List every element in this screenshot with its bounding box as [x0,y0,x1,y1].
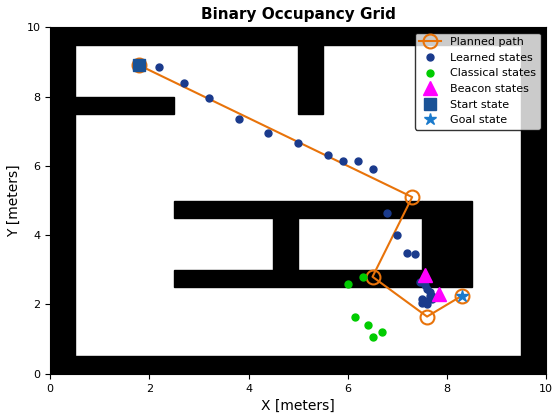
Bar [75,45,298,114]
Learned states [416,279,423,284]
Learned states [156,65,162,70]
Classical states [352,314,358,319]
Legend: Planned path, Learned states, Classical states, Beacon states, Start state, Goal: Planned path, Learned states, Classical … [414,33,540,129]
Learned states [424,286,431,291]
Bar [273,218,298,270]
Learned states [235,117,242,122]
Bar [323,45,521,114]
Line: Classical states: Classical states [344,273,386,341]
Bar [521,27,546,374]
Bar [298,45,323,114]
Bar [174,270,422,287]
Learned states [295,141,301,146]
Classical states [379,330,386,335]
Learned states [419,297,426,302]
Learned states [354,158,361,163]
Bar [50,27,75,374]
Learned states [419,300,426,305]
Learned states [426,290,433,295]
Learned states [206,96,212,101]
Learned states [325,153,332,158]
Line: Planned path: Planned path [133,58,469,323]
Learned states [428,293,435,298]
Planned path [409,194,416,200]
Line: Learned states: Learned states [156,64,436,308]
Y-axis label: Y [meters]: Y [meters] [7,164,21,237]
Learned states [411,252,418,257]
Classical states [364,323,371,328]
Learned states [428,297,435,302]
Planned path [136,63,143,68]
Bar [422,200,472,287]
Classical states [369,335,376,340]
Bar [50,357,546,374]
Learned states [421,283,428,288]
Title: Binary Occupancy Grid: Binary Occupancy Grid [200,7,395,22]
Learned states [426,293,433,298]
Planned path [369,274,376,279]
Learned states [394,233,400,238]
X-axis label: X [meters]: X [meters] [262,399,335,413]
Learned states [181,80,188,85]
Bar [50,27,546,45]
Planned path [459,293,465,298]
Bar [75,97,174,114]
Beacon states [421,273,428,278]
Planned path [424,314,431,319]
Learned states [421,299,428,304]
Learned states [404,250,410,255]
Bar [174,200,422,218]
Beacon states [436,291,443,297]
Learned states [339,158,346,163]
Learned states [421,274,428,279]
Bar [75,114,521,357]
Classical states [344,281,351,286]
Classical states [359,274,366,279]
Learned states [424,302,431,307]
Learned states [369,167,376,172]
Learned states [384,210,391,215]
Line: Beacon states: Beacon states [418,268,446,301]
Learned states [265,131,272,136]
